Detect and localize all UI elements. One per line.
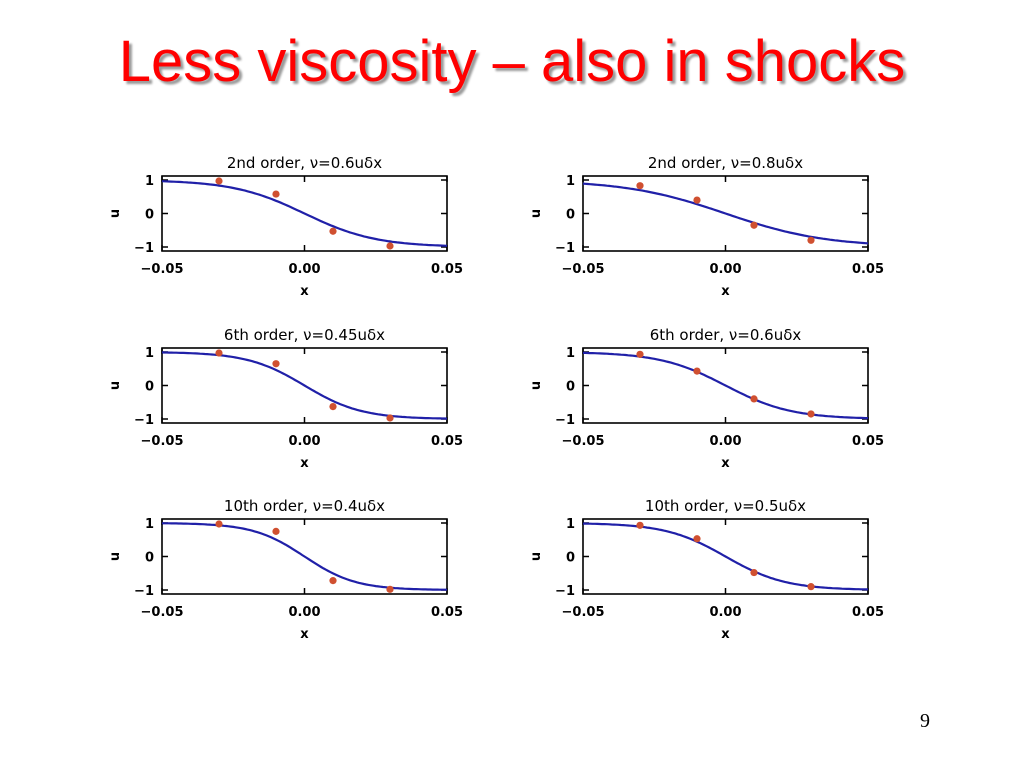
series-line bbox=[583, 351, 868, 420]
x-tick-label: 0.00 bbox=[288, 434, 320, 449]
x-tick-label: 0.00 bbox=[709, 605, 741, 620]
y-tick-label: 0 bbox=[145, 208, 154, 223]
x-tick-label: −0.05 bbox=[562, 434, 605, 449]
page-number: 9 bbox=[920, 710, 930, 732]
x-tick-label: −0.05 bbox=[141, 605, 184, 620]
y-tick-label: −1 bbox=[555, 413, 575, 428]
x-tick-label: 0.00 bbox=[288, 262, 320, 277]
data-point bbox=[272, 360, 280, 368]
x-tick-label: 0.00 bbox=[288, 605, 320, 620]
panel-title: 2nd order, ν=0.6uδx bbox=[227, 154, 382, 172]
x-tick-label: −0.05 bbox=[141, 434, 184, 449]
x-tick-label: −0.05 bbox=[562, 605, 605, 620]
data-point bbox=[636, 350, 644, 358]
data-point bbox=[215, 520, 223, 528]
y-tick-label: 1 bbox=[145, 174, 154, 189]
y-tick-label: 0 bbox=[145, 380, 154, 395]
x-tick-label: 0.05 bbox=[852, 605, 884, 620]
x-tick-label: 0.05 bbox=[852, 262, 884, 277]
data-point bbox=[693, 367, 701, 375]
x-axis-label: x bbox=[721, 456, 730, 471]
data-point bbox=[807, 410, 815, 418]
x-tick-label: 0.00 bbox=[709, 434, 741, 449]
y-tick-label: 1 bbox=[566, 346, 575, 361]
y-axis-label: u bbox=[108, 552, 123, 561]
data-point bbox=[215, 349, 223, 357]
series-line bbox=[162, 522, 447, 591]
x-tick-label: 0.05 bbox=[431, 262, 463, 277]
data-point bbox=[693, 535, 701, 543]
data-point bbox=[329, 403, 337, 411]
data-point bbox=[386, 242, 394, 250]
data-point bbox=[215, 177, 223, 185]
series-line bbox=[161, 351, 448, 420]
y-tick-label: 0 bbox=[145, 551, 154, 566]
data-point bbox=[272, 527, 280, 535]
y-tick-label: 1 bbox=[145, 346, 154, 361]
x-axis-label: x bbox=[721, 627, 730, 642]
y-tick-label: 0 bbox=[566, 380, 575, 395]
data-point bbox=[807, 236, 815, 244]
x-tick-label: 0.00 bbox=[709, 262, 741, 277]
data-point bbox=[329, 227, 337, 235]
y-tick-label: 1 bbox=[566, 517, 575, 532]
data-point bbox=[693, 196, 701, 204]
y-axis-label: u bbox=[108, 209, 123, 218]
slide-title: Less viscosity – also in shocks bbox=[118, 29, 906, 94]
series-line bbox=[582, 182, 869, 245]
y-tick-label: −1 bbox=[555, 584, 575, 599]
data-point bbox=[750, 221, 758, 229]
x-axis-label: x bbox=[721, 284, 730, 299]
chart-panel: 10th order, ν=0.4uδx 1 0 −1 −0.05 0.00 0.05 x u bbox=[108, 497, 463, 642]
panel-title: 6th order, ν=0.6uδx bbox=[650, 326, 802, 344]
x-axis-label: x bbox=[300, 284, 309, 299]
y-tick-label: −1 bbox=[134, 241, 154, 256]
x-axis-label: x bbox=[300, 456, 309, 471]
y-tick-label: 0 bbox=[566, 208, 575, 223]
panel-title: 10th order, ν=0.4uδx bbox=[224, 497, 385, 515]
x-tick-label: −0.05 bbox=[141, 262, 184, 277]
y-tick-label: −1 bbox=[134, 584, 154, 599]
series-line bbox=[161, 180, 448, 247]
data-point bbox=[386, 414, 394, 422]
chart-panel: 2nd order, ν=0.6uδx 1 0 −1 −0.05 0.00 0.05 x u bbox=[108, 154, 463, 299]
y-axis-label: u bbox=[529, 209, 544, 218]
y-tick-label: 1 bbox=[145, 517, 154, 532]
x-axis-label: x bbox=[300, 627, 309, 642]
panel-title: 6th order, ν=0.45uδx bbox=[224, 326, 385, 344]
y-axis-label: u bbox=[529, 552, 544, 561]
chart-panel: 10th order, ν=0.5uδx 1 0 −1 −0.05 0.00 0.05 x u bbox=[529, 497, 884, 642]
data-point bbox=[272, 190, 280, 198]
y-tick-label: 1 bbox=[566, 174, 575, 189]
data-point bbox=[636, 182, 644, 190]
x-tick-label: 0.05 bbox=[431, 434, 463, 449]
x-tick-label: −0.05 bbox=[562, 262, 605, 277]
y-tick-label: −1 bbox=[555, 241, 575, 256]
x-tick-label: 0.05 bbox=[852, 434, 884, 449]
series-line bbox=[583, 522, 868, 591]
data-point bbox=[807, 583, 815, 591]
panel-title: 2nd order, ν=0.8uδx bbox=[648, 154, 803, 172]
y-axis-label: u bbox=[108, 381, 123, 390]
chart-panel: 6th order, ν=0.6uδx 1 0 −1 −0.05 0.00 0.05 x u bbox=[529, 326, 884, 471]
data-point bbox=[750, 568, 758, 577]
data-point bbox=[386, 585, 394, 593]
panel-title: 10th order, ν=0.5uδx bbox=[645, 497, 806, 515]
data-point bbox=[750, 395, 758, 403]
chart-panel: 2nd order, ν=0.8uδx 1 0 −1 −0.05 0.00 0.05 x u bbox=[529, 154, 884, 299]
chart-panel: 6th order, ν=0.45uδx 1 0 −1 −0.05 0.00 0.05 x u bbox=[108, 326, 463, 471]
data-point bbox=[329, 577, 337, 585]
y-tick-label: 0 bbox=[566, 551, 575, 566]
y-axis-label: u bbox=[529, 381, 544, 390]
y-tick-label: −1 bbox=[134, 413, 154, 428]
data-point bbox=[636, 521, 644, 529]
x-tick-label: 0.05 bbox=[431, 605, 463, 620]
